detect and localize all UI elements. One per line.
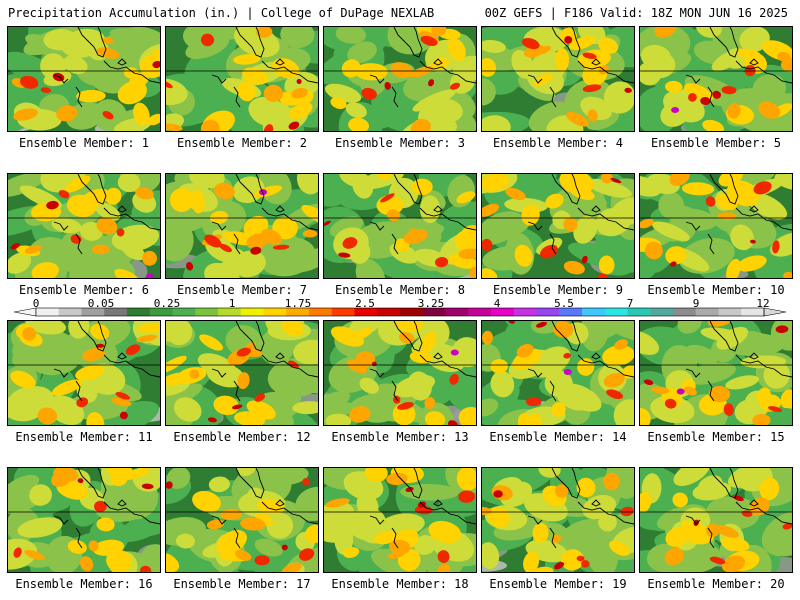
colorbar-tick-label: 7: [626, 297, 634, 310]
ensemble-member-label: Ensemble Member: 2: [176, 136, 308, 150]
ensemble-member-label: Ensemble Member: 13: [331, 430, 469, 444]
colorbar-tick-label: 0.05: [87, 297, 115, 310]
colorbar-swatch: [331, 308, 355, 316]
colorbar-swatch: [491, 308, 515, 316]
colorbar-swatch: [218, 308, 242, 316]
colorbar-swatch: [149, 308, 173, 316]
colorbar-swatch: [604, 308, 628, 316]
ensemble-member-label: Ensemble Member: 15: [647, 430, 785, 444]
ensemble-member-map: [481, 467, 635, 573]
colorbar-tick-label: 1.75: [284, 297, 312, 310]
ensemble-member-label: Ensemble Member: 16: [15, 577, 153, 591]
ensemble-member-label: Ensemble Member: 11: [15, 430, 153, 444]
colorbar-swatch: [104, 308, 128, 316]
ensemble-member-label: Ensemble Member: 12: [173, 430, 311, 444]
ensemble-member-label: Ensemble Member: 7: [176, 283, 308, 297]
colorbar-tick-label: 2.5: [355, 297, 375, 310]
colorbar-tick-label: 0: [32, 297, 40, 310]
ensemble-member-label: Ensemble Member: 3: [334, 136, 466, 150]
colorbar-swatch: [36, 308, 60, 316]
ensemble-member-map: [323, 26, 477, 132]
ensemble-member-label: Ensemble Member: 1: [18, 136, 150, 150]
colorbar-swatch: [582, 308, 606, 316]
colorbar-swatch: [377, 308, 401, 316]
colorbar-swatch: [286, 308, 310, 316]
ensemble-member-map: [639, 26, 793, 132]
map-title: Precipitation Accumulation (in.) | Colle…: [8, 6, 435, 20]
ensemble-member-map: [639, 467, 793, 573]
ensemble-member-label: Ensemble Member: 19: [489, 577, 627, 591]
ensemble-member-map: [323, 320, 477, 426]
colorbar-swatch: [513, 308, 537, 316]
colorbar-tick-label: 0.25: [153, 297, 181, 310]
colorbar-swatch: [400, 308, 424, 316]
colorbar-swatch: [536, 308, 560, 316]
run-valid-time: 00Z GEFS | F186 Valid: 18Z MON JUN 16 20…: [484, 6, 788, 20]
colorbar-swatch: [240, 308, 264, 316]
ensemble-member-label: Ensemble Member: 9: [492, 283, 624, 297]
colorbar-tick-label: 1: [228, 297, 236, 310]
ensemble-member-label: Ensemble Member: 17: [173, 577, 311, 591]
colorbar-swatch: [445, 308, 469, 316]
ensemble-member-map: [639, 320, 793, 426]
colorbar-tick-label: 9: [692, 297, 700, 310]
ensemble-member-label: Ensemble Member: 18: [331, 577, 469, 591]
colorbar-swatch: [172, 308, 196, 316]
colorbar-tick-label: 12: [756, 297, 770, 310]
ensemble-member-map: [7, 26, 161, 132]
ensemble-member-map: [165, 26, 319, 132]
ensemble-member-label: Ensemble Member: 14: [489, 430, 627, 444]
ensemble-member-map: [639, 173, 793, 279]
ensemble-member-label: Ensemble Member: 5: [650, 136, 782, 150]
colorbar-swatch: [718, 308, 742, 316]
ensemble-member-map: [323, 467, 477, 573]
ensemble-member-map: [481, 320, 635, 426]
precip-colorbar: [13, 307, 787, 317]
colorbar-swatch: [627, 308, 651, 316]
colorbar-swatch: [354, 308, 378, 316]
ensemble-member-map: [7, 173, 161, 279]
colorbar-tick-label: 3.25: [417, 297, 445, 310]
colorbar-swatch: [309, 308, 333, 316]
colorbar-tick-label: 4: [493, 297, 501, 310]
colorbar-swatch: [58, 308, 82, 316]
ensemble-member-label: Ensemble Member: 20: [647, 577, 785, 591]
ensemble-member-map: [481, 26, 635, 132]
colorbar-tick-label: 5.5: [554, 297, 574, 310]
colorbar-swatch: [650, 308, 674, 316]
colorbar-swatch: [195, 308, 219, 316]
ensemble-member-map: [323, 173, 477, 279]
colorbar-swatch: [559, 308, 583, 316]
ensemble-member-label: Ensemble Member: 10: [647, 283, 785, 297]
colorbar-swatch: [263, 308, 287, 316]
colorbar-swatch: [741, 308, 765, 316]
colorbar-swatch: [468, 308, 492, 316]
ensemble-member-map: [7, 320, 161, 426]
ensemble-member-map: [165, 467, 319, 573]
colorbar-swatch: [81, 308, 105, 316]
ensemble-member-map: [165, 173, 319, 279]
colorbar-swatch: [695, 308, 719, 316]
colorbar-swatch: [422, 308, 446, 316]
colorbar-swatch: [673, 308, 697, 316]
colorbar-swatch: [127, 308, 151, 316]
ensemble-member-map: [481, 173, 635, 279]
ensemble-member-label: Ensemble Member: 6: [18, 283, 150, 297]
ensemble-member-map: [165, 320, 319, 426]
ensemble-member-map: [7, 467, 161, 573]
ensemble-member-label: Ensemble Member: 8: [334, 283, 466, 297]
ensemble-member-label: Ensemble Member: 4: [492, 136, 624, 150]
